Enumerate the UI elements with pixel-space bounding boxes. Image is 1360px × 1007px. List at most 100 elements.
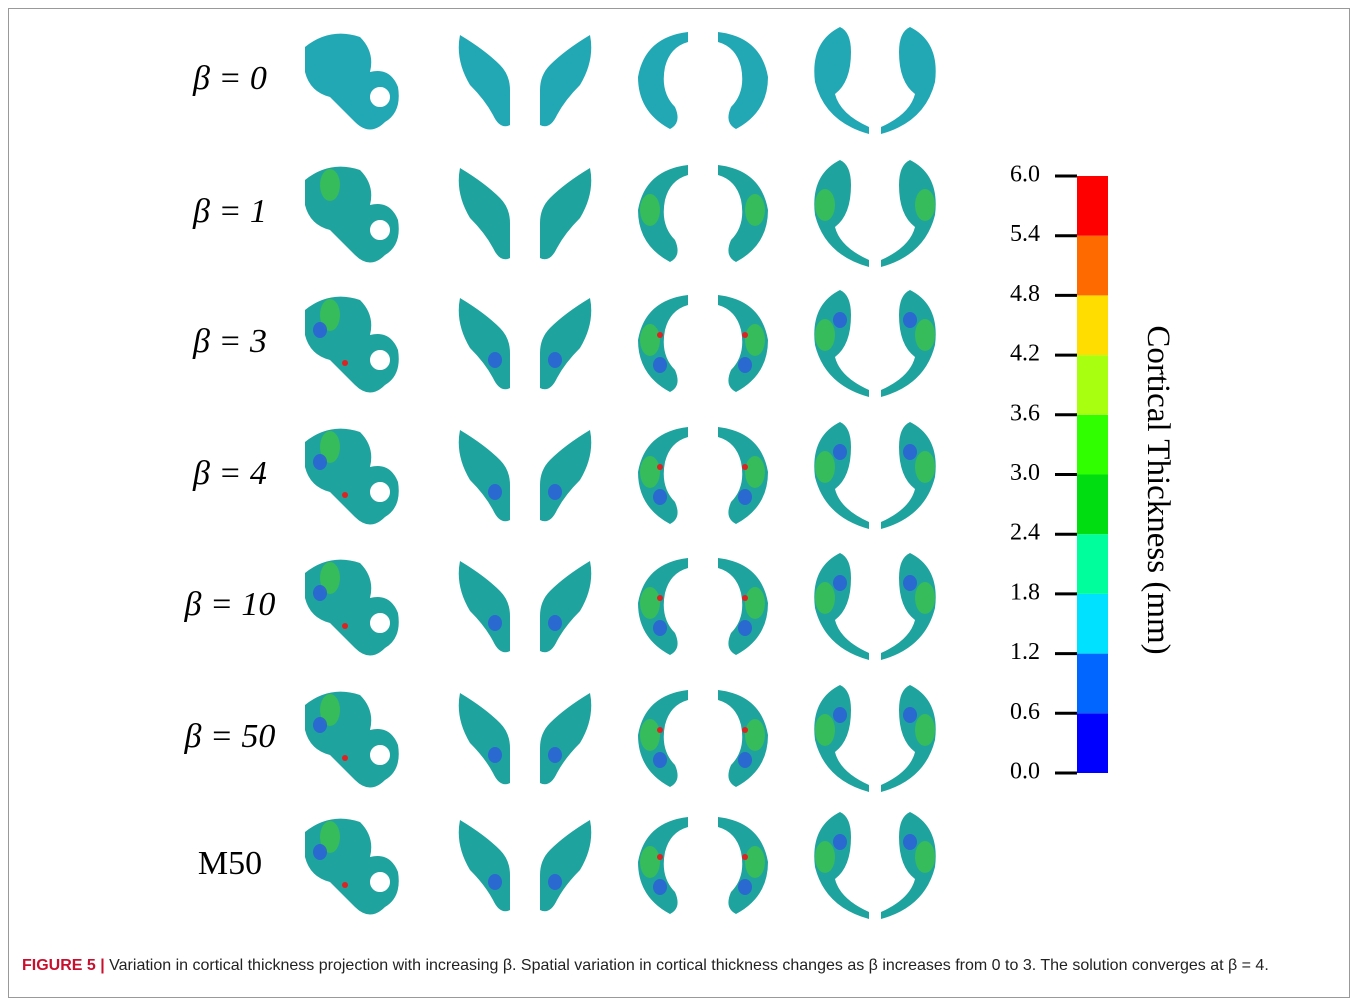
- acetabulum: [368, 743, 392, 767]
- thin-patch: [548, 484, 562, 500]
- thickness-patch: [745, 587, 765, 619]
- thick-spot: [342, 492, 348, 498]
- pelvis-front-right: [540, 430, 591, 521]
- pelvis-row: [305, 685, 936, 792]
- thickness-patch: [815, 582, 835, 614]
- thick-spot: [742, 464, 748, 470]
- pelvis-front-left: [459, 168, 510, 259]
- thick-spot: [342, 882, 348, 888]
- thin-patch: [903, 575, 917, 591]
- pelvis-top-right: [718, 32, 768, 129]
- thin-patch: [738, 489, 752, 505]
- pelvis-front-right: [540, 168, 591, 259]
- thickness-patch: [915, 582, 935, 614]
- row-label: β = 50: [184, 718, 276, 755]
- pelvis-front-left: [459, 561, 510, 652]
- colorbar-segment: [1077, 654, 1108, 714]
- thin-patch: [313, 717, 327, 733]
- pelvis-lateral: [305, 819, 399, 915]
- pelvis-front-right: [540, 298, 591, 389]
- thin-patch: [488, 615, 502, 631]
- colorbar-segment: [1077, 475, 1108, 535]
- pelvis-row: [305, 812, 936, 919]
- pelvis-front-right: [540, 561, 591, 652]
- thin-patch: [903, 312, 917, 328]
- thick-spot: [657, 595, 663, 601]
- pelvis-front-left: [459, 693, 510, 784]
- thin-patch: [833, 444, 847, 460]
- thick-spot: [657, 464, 663, 470]
- thickness-patch: [915, 451, 935, 483]
- thin-patch: [548, 747, 562, 763]
- pelvis-bottom-left: [814, 27, 869, 134]
- thick-spot: [657, 854, 663, 860]
- thickness-patch: [745, 719, 765, 751]
- colorbar-segment: [1077, 415, 1108, 475]
- colorbar-segment: [1077, 534, 1108, 594]
- thin-patch: [903, 834, 917, 850]
- thickness-patch: [815, 841, 835, 873]
- thickness-patch: [640, 587, 660, 619]
- row-label: β = 4: [192, 455, 267, 492]
- thickness-patch: [640, 194, 660, 226]
- thickness-patch: [915, 189, 935, 221]
- thickness-patch: [745, 324, 765, 356]
- pelvis-lateral: [305, 167, 399, 263]
- thickness-patch: [640, 719, 660, 751]
- thin-patch: [833, 834, 847, 850]
- thin-patch: [653, 879, 667, 895]
- colorbar-segment: [1077, 176, 1108, 236]
- colorbar-segment: [1077, 295, 1108, 355]
- pelvis-front-right: [540, 820, 591, 911]
- thin-patch: [833, 707, 847, 723]
- thickness-patch: [915, 841, 935, 873]
- caption: FIGURE 5 | Variation in cortical thickne…: [22, 954, 1312, 978]
- thin-patch: [653, 489, 667, 505]
- thin-patch: [833, 575, 847, 591]
- pelvis-front-left: [459, 298, 510, 389]
- pelvis-lateral: [305, 429, 399, 525]
- thin-patch: [738, 620, 752, 636]
- thick-spot: [742, 727, 748, 733]
- thin-patch: [488, 874, 502, 890]
- row-label: β = 0: [192, 60, 267, 97]
- thickness-patch: [815, 714, 835, 746]
- thickness-patch: [640, 324, 660, 356]
- thin-patch: [653, 357, 667, 373]
- caption-text: Variation in cortical thickness projecti…: [109, 957, 1269, 974]
- thickness-patch: [915, 319, 935, 351]
- thickness-patch: [745, 456, 765, 488]
- thick-spot: [342, 360, 348, 366]
- thin-patch: [653, 620, 667, 636]
- thick-spot: [342, 755, 348, 761]
- pelvis-lateral: [305, 34, 399, 130]
- colorbar-segment: [1077, 594, 1108, 654]
- pelvis-front-right: [540, 35, 591, 126]
- thin-patch: [548, 352, 562, 368]
- pelvis-lateral: [305, 692, 399, 788]
- thick-spot: [742, 595, 748, 601]
- pelvis-lateral: [305, 297, 399, 393]
- pelvis-row: [305, 27, 936, 134]
- colorbar-segment: [1077, 713, 1108, 773]
- thin-patch: [313, 454, 327, 470]
- thick-spot: [657, 727, 663, 733]
- thin-patch: [903, 707, 917, 723]
- thickness-patch: [745, 194, 765, 226]
- pelvis-row: [305, 422, 936, 529]
- colorbar-tick-label: 0.6: [1010, 699, 1040, 725]
- thick-spot: [342, 623, 348, 629]
- pelvis-row: [305, 553, 936, 660]
- page: β = 0β = 1β = 3β = 4β = 10β = 50M50 0.00…: [0, 0, 1360, 1007]
- acetabulum: [368, 218, 392, 242]
- colorbar-label: Cortical Thickness (mm): [1140, 325, 1176, 654]
- colorbar-tick-label: 3.6: [1010, 400, 1040, 426]
- thin-patch: [313, 585, 327, 601]
- thin-patch: [653, 752, 667, 768]
- pelvis-front-left: [459, 35, 510, 126]
- colorbar-segment: [1077, 355, 1108, 415]
- thin-patch: [313, 322, 327, 338]
- thickness-patch: [640, 456, 660, 488]
- colorbar-tick-label: 4.2: [1010, 341, 1040, 367]
